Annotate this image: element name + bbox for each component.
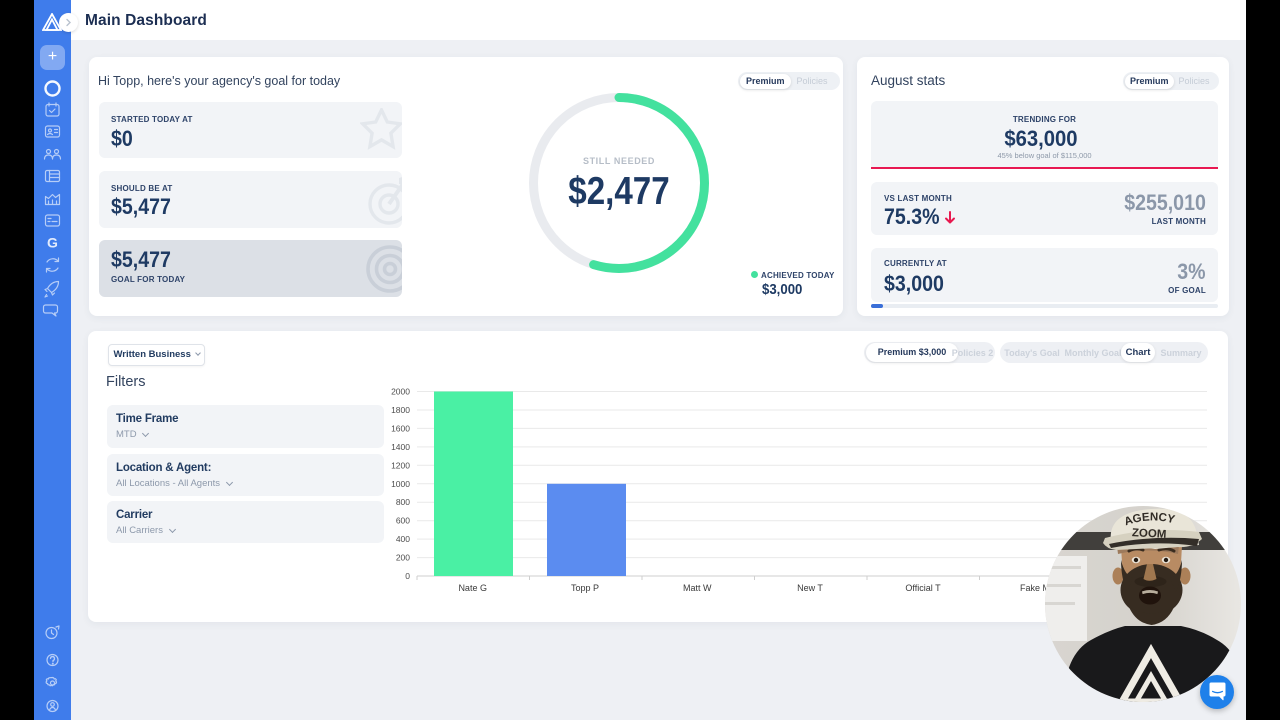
svg-text:1800: 1800 <box>391 405 410 415</box>
svg-text:200: 200 <box>396 553 410 563</box>
svg-text:1000: 1000 <box>391 479 410 489</box>
svg-text:AGENCY: AGENCY <box>1123 511 1176 528</box>
svg-text:1200: 1200 <box>391 460 410 470</box>
svg-text:ZOOM: ZOOM <box>1132 527 1167 541</box>
svg-text:0: 0 <box>405 571 410 581</box>
svg-text:800: 800 <box>396 497 410 507</box>
svg-text:2000: 2000 <box>391 387 410 397</box>
svg-text:600: 600 <box>396 516 410 526</box>
svg-text:1600: 1600 <box>391 423 410 433</box>
svg-text:400: 400 <box>396 534 410 544</box>
svg-text:Nate G: Nate G <box>458 583 487 593</box>
svg-text:Topp P: Topp P <box>571 583 599 593</box>
svg-text:Matt W: Matt W <box>683 583 712 593</box>
svg-text:G: G <box>47 235 58 251</box>
svg-text:Official T: Official T <box>905 583 941 593</box>
svg-text:Fake M: Fake M <box>1020 583 1050 593</box>
svg-text:1400: 1400 <box>391 442 410 452</box>
svg-text:New T: New T <box>797 583 823 593</box>
